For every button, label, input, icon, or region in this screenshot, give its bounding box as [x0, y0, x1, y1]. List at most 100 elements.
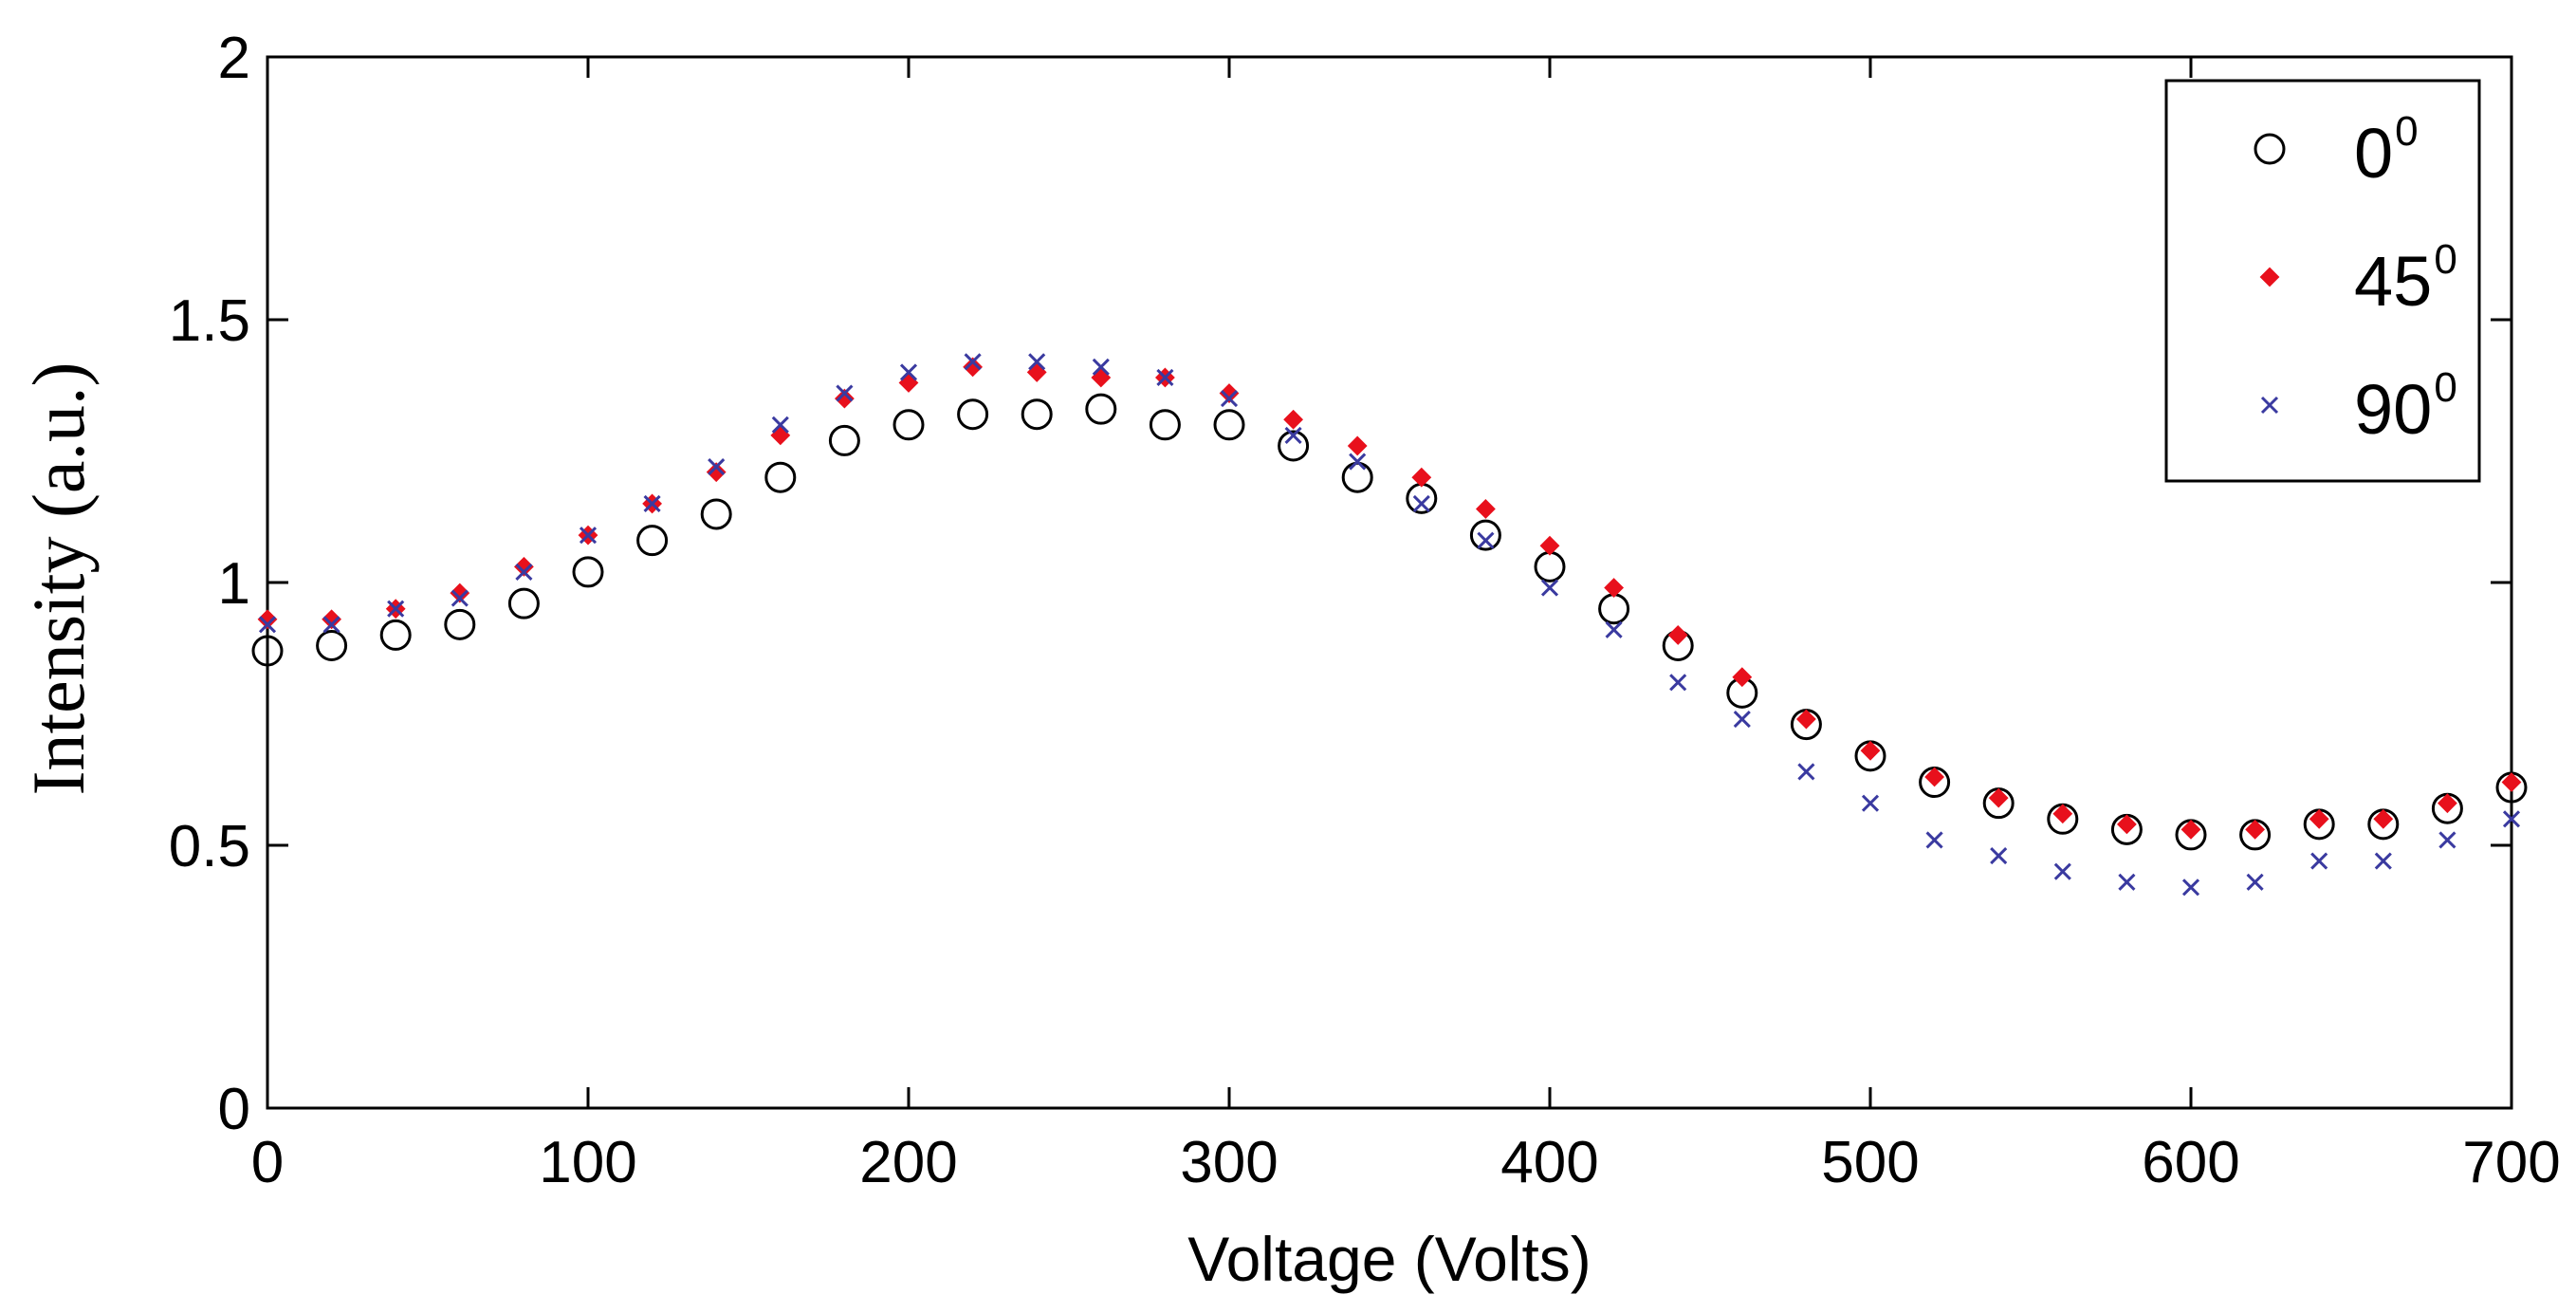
point-diamond-series-45: [322, 609, 342, 630]
point-x-series-90: [1028, 353, 1046, 371]
point-diamond-series-45: [1219, 383, 1240, 403]
point-x-series-90: [1412, 494, 1430, 512]
point-diamond-series-45: [1411, 467, 1432, 488]
point-diamond-series-45: [1924, 767, 1945, 787]
point-circle-series-0: [379, 619, 412, 651]
point-x-series-90: [1925, 831, 1943, 849]
point-circle-series-0: [572, 556, 604, 588]
point-x-series-90: [579, 527, 598, 545]
point-x-series-90: [1797, 763, 1815, 781]
point-x-series-90: [2053, 862, 2071, 880]
point-x-series-90: [1605, 620, 1623, 638]
point-diamond-series-45: [513, 556, 534, 577]
y-tick-label: 1.5: [169, 288, 250, 354]
y-tick-label: 1: [218, 551, 250, 617]
point-x-series-90: [2181, 878, 2200, 897]
point-diamond-series-45: [1283, 409, 1304, 430]
point-diamond-series-45: [2116, 814, 2137, 835]
x-tick-label: 0: [251, 1130, 284, 1195]
point-x-series-90: [1990, 847, 2008, 865]
point-circle-series-0: [1149, 409, 1181, 441]
legend-label-0: 0: [2354, 114, 2393, 193]
point-diamond-series-45: [2245, 819, 2266, 840]
point-x-series-90: [2246, 873, 2264, 891]
point-x-series-90: [1477, 531, 1495, 549]
point-x-series-90: [1540, 579, 1559, 597]
point-diamond-series-45: [1475, 499, 1496, 519]
point-x-series-90: [2502, 810, 2521, 828]
point-diamond-series-45: [1795, 709, 1816, 730]
point-x-series-90: [1092, 358, 1110, 376]
point-diamond-series-45: [2373, 808, 2394, 829]
point-x-series-90: [451, 589, 469, 607]
point-circle-series-0: [636, 525, 669, 557]
point-circle-series-0: [957, 398, 989, 431]
x-tick-label: 600: [2142, 1130, 2239, 1195]
point-circle-series-0: [1469, 519, 1501, 551]
point-circle-series-0: [1021, 398, 1053, 431]
point-circle-series-0: [1278, 430, 1310, 462]
legend-marker-45: [2259, 267, 2280, 287]
point-x-series-90: [322, 616, 340, 634]
point-diamond-series-45: [834, 388, 855, 409]
point-x-series-90: [2310, 852, 2328, 870]
x-tick-label: 300: [1180, 1130, 1278, 1195]
point-x-series-90: [2118, 873, 2136, 891]
point-x-series-90: [1349, 453, 1367, 471]
point-circle-series-0: [1213, 409, 1245, 441]
point-diamond-series-45: [257, 609, 278, 630]
y-tick-label: 0: [218, 1077, 250, 1142]
x-tick-label: 100: [539, 1130, 636, 1195]
point-x-series-90: [1156, 368, 1174, 387]
point-circle-series-0: [251, 635, 284, 667]
point-circle-series-0: [828, 424, 860, 456]
point-x-series-90: [771, 416, 789, 434]
data-marks: [251, 353, 2528, 897]
point-x-series-90: [1284, 426, 1302, 444]
x-tick-label: 200: [859, 1130, 957, 1195]
x-tick-label: 700: [2462, 1130, 2560, 1195]
x-tick-label: 500: [1821, 1130, 1919, 1195]
point-x-series-90: [1861, 794, 1880, 812]
point-diamond-series-45: [2180, 819, 2201, 840]
point-x-series-90: [1669, 674, 1687, 692]
point-x-series-90: [1220, 390, 1239, 408]
point-diamond-series-45: [1860, 740, 1881, 761]
y-tick-label: 0.5: [169, 814, 250, 879]
legend-label-90: 90: [2354, 370, 2432, 449]
point-x-series-90: [964, 353, 982, 371]
point-diamond-series-45: [1539, 535, 1560, 556]
point-circle-series-0: [444, 608, 476, 640]
point-diamond-series-45: [2309, 808, 2329, 829]
point-circle-series-0: [507, 587, 540, 620]
y-axis-title: Intensity (a.u.): [17, 361, 100, 795]
legend-box: [2164, 79, 2481, 483]
point-diamond-series-45: [2052, 804, 2073, 824]
point-diamond-series-45: [1667, 624, 1688, 645]
point-x-series-90: [258, 616, 277, 634]
x-axis-title: Voltage (Volts): [1187, 1224, 1592, 1294]
y-tick-label: 2: [218, 26, 250, 91]
point-circle-series-0: [892, 409, 925, 441]
point-x-series-90: [899, 363, 918, 381]
x-tick-label: 400: [1500, 1130, 1598, 1195]
legend-marker-0: [2254, 133, 2286, 165]
point-diamond-series-45: [1604, 578, 1625, 598]
legend-superscript: 0: [2434, 364, 2456, 411]
point-diamond-series-45: [2437, 793, 2457, 814]
legend-label-45: 45: [2354, 242, 2432, 321]
point-diamond-series-45: [1347, 435, 1368, 456]
point-diamond-series-45: [963, 357, 984, 378]
point-x-series-90: [515, 563, 533, 581]
point-x-series-90: [643, 494, 661, 512]
point-circle-series-0: [316, 629, 348, 661]
point-circle-series-0: [1085, 393, 1117, 425]
legend-superscript: 0: [2434, 236, 2456, 283]
point-diamond-series-45: [2501, 772, 2522, 792]
point-x-series-90: [836, 384, 854, 402]
point-x-series-90: [387, 600, 405, 618]
point-x-series-90: [1733, 710, 1751, 729]
point-diamond-series-45: [1732, 667, 1753, 688]
point-x-series-90: [2374, 852, 2392, 870]
